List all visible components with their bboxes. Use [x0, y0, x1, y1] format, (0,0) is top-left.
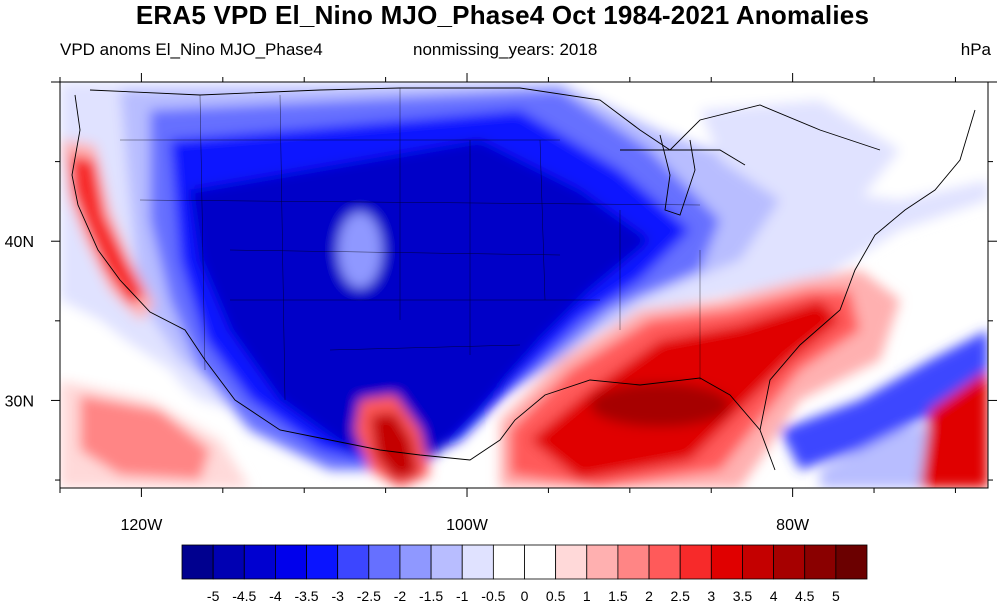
colorbar-label: -1.5	[419, 588, 443, 603]
colorbar-label: 5	[832, 588, 840, 603]
units-label: hPa	[960, 40, 991, 59]
lon-label: 100W	[446, 517, 489, 534]
colorbar-label: 2	[645, 588, 653, 603]
axis-labels: 120W 100W 80W 40N 30N	[5, 234, 810, 534]
colorbar-swatch	[181, 544, 214, 580]
axis-ticks	[51, 73, 997, 497]
colorbar-label: 2.5	[670, 588, 690, 603]
lat-label: 40N	[5, 234, 34, 251]
state-borders	[120, 88, 701, 401]
colorbar-swatch	[243, 544, 276, 580]
colorbar-swatch	[212, 544, 245, 580]
colorbar-swatch	[586, 544, 619, 580]
colorbar-label: 4.5	[795, 588, 815, 603]
colorbar-swatch	[742, 544, 774, 580]
colorbar-label: 3	[707, 588, 715, 603]
colorbar-label: -5	[207, 588, 220, 603]
colorbar-label: -2.5	[357, 588, 381, 603]
left-subtitle: VPD anoms El_Nino MJO_Phase4	[60, 40, 323, 59]
colorbar-swatch	[648, 544, 681, 580]
colorbar-label: 1	[583, 588, 591, 603]
lon-label: 120W	[121, 517, 164, 534]
colorbar-swatch	[306, 544, 339, 580]
colorbar-swatch	[368, 544, 401, 580]
colorbar-swatch	[555, 544, 588, 580]
colorbar-label: -4.5	[232, 588, 256, 603]
colorbar-swatch	[773, 544, 806, 580]
plot-frame	[59, 81, 989, 489]
colorbar-swatch	[430, 544, 463, 580]
colorbar-label: 0.5	[546, 588, 566, 603]
colorbar-swatch	[492, 544, 525, 580]
colorbar-labels: -5 -4.5 -4 -3.5 -3 -2.5 -2 -1.5 -1 -0.5 0 0.5 1 1.5 2 2…	[207, 588, 840, 603]
colorbar-swatch	[399, 544, 432, 580]
colorbar-label: -0.5	[481, 588, 505, 603]
colorbar-swatch	[337, 544, 370, 580]
colorbar-label: 3.5	[733, 588, 753, 603]
colorbar-swatch	[461, 544, 494, 580]
anomaly-field	[60, 82, 988, 488]
colorbar-swatch	[835, 544, 868, 580]
colorbar-label: -4	[269, 588, 282, 603]
colorbar-swatch	[617, 544, 650, 580]
lon-label: 80W	[776, 517, 810, 534]
center-subtitle: nonmissing_years: 2018	[413, 40, 598, 59]
colorbar-swatch	[679, 544, 712, 580]
colorbar-swatch	[804, 544, 837, 580]
colorbar-label: 4	[770, 588, 778, 603]
colorbar	[181, 544, 868, 580]
colorbar-label: 1.5	[608, 588, 628, 603]
colorbar-label: -1	[456, 588, 469, 603]
colorbar-swatch	[524, 544, 557, 580]
colorbar-label: -3	[331, 588, 344, 603]
map-title: ERA5 VPD El_Nino MJO_Phase4 Oct 1984-202…	[135, 0, 870, 30]
lat-label: 30N	[5, 393, 34, 410]
coastline-outline	[71, 87, 976, 471]
colorbar-label: 0	[521, 588, 529, 603]
colorbar-swatch	[275, 544, 307, 580]
colorbar-label: -2	[394, 588, 407, 603]
colorbar-label: -3.5	[294, 588, 318, 603]
colorbar-swatch	[710, 544, 743, 580]
